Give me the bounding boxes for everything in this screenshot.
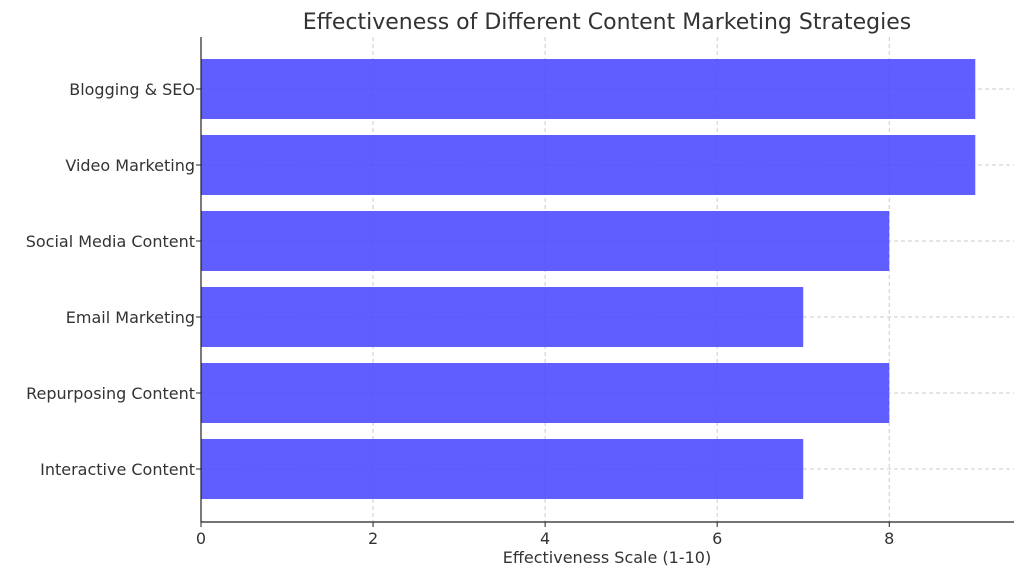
y-tick-label: Repurposing Content (26, 384, 195, 403)
axes (200, 37, 1014, 523)
chart-title: Effectiveness of Different Content Marke… (303, 10, 911, 35)
bar (201, 211, 890, 271)
y-tick-label: Email Marketing (66, 308, 195, 327)
bars (201, 59, 976, 499)
y-tick-label: Video Marketing (65, 156, 195, 175)
x-tick-label: 2 (368, 529, 378, 548)
bar (201, 287, 804, 347)
bar (201, 439, 804, 499)
y-tick-label: Interactive Content (40, 460, 195, 479)
x-tick-label: 4 (540, 529, 550, 548)
x-tick-labels: 0 2 4 6 8 (196, 522, 894, 548)
bar (201, 135, 976, 195)
x-tick-label: 6 (712, 529, 722, 548)
y-tick-label: Blogging & SEO (69, 80, 195, 99)
x-axis-label: Effectiveness Scale (1-10) (503, 548, 711, 567)
y-tick-label: Social Media Content (26, 232, 195, 251)
y-tick-labels: Blogging & SEO Video Marketing Social Medi… (26, 80, 201, 479)
bar (201, 363, 890, 423)
x-tick-label: 8 (884, 529, 894, 548)
bar (201, 59, 976, 119)
x-tick-label: 0 (196, 529, 206, 548)
